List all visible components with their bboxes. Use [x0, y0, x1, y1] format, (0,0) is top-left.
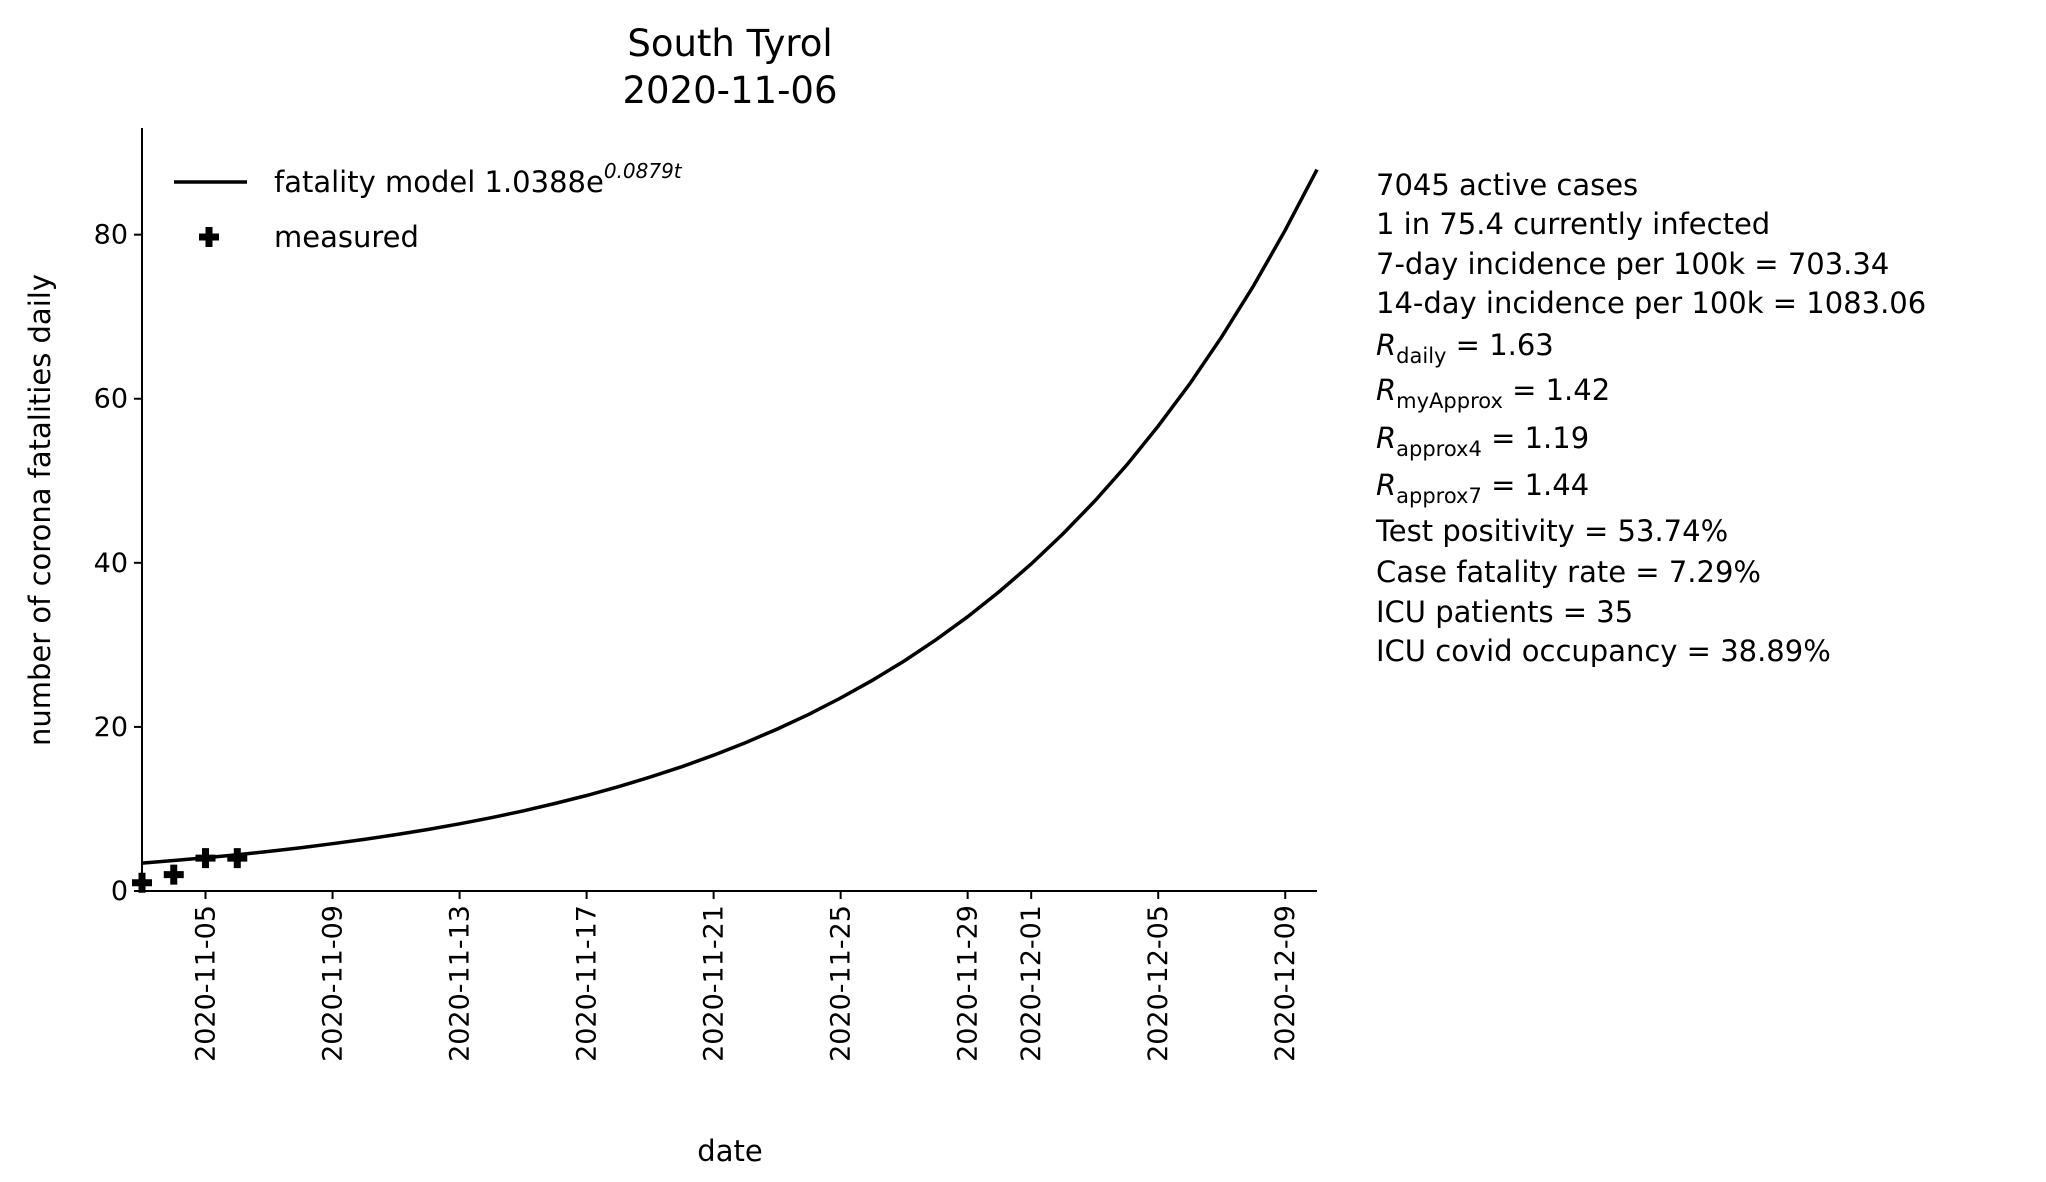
x-tick-label: 2020-11-21 — [699, 905, 730, 1062]
legend-text: fatality model 1.0388e — [274, 165, 604, 199]
legend-text: measured — [274, 220, 419, 254]
annotation: Test positivity = 53.74% — [1375, 514, 1728, 548]
y-tick-label: 60 — [94, 384, 128, 415]
annotation-subscript: approx4 — [1396, 437, 1482, 461]
x-tick-label: 2020-11-05 — [191, 905, 222, 1062]
annotation-symbol: R — [1376, 328, 1396, 362]
chart-subtitle: 2020-11-06 — [622, 69, 837, 112]
annotation-subscript: approx7 — [1396, 484, 1482, 508]
annotation: 7-day incidence per 100k = 703.34 — [1376, 247, 1889, 281]
annotation: ICU covid occupancy = 38.89% — [1376, 634, 1831, 668]
annotation-text: Case fatality rate = 7.29% — [1376, 555, 1761, 589]
annotation: ICU patients = 35 — [1376, 595, 1633, 629]
annotation-text: = 1.63 — [1446, 328, 1553, 362]
chart-title: South Tyrol — [627, 22, 832, 65]
annotation: Rdaily = 1.63 — [1376, 328, 1554, 368]
x-tick-label: 2020-11-25 — [826, 905, 857, 1062]
annotation-subscript: daily — [1396, 344, 1446, 368]
annotation: Rapprox4 = 1.19 — [1376, 421, 1589, 461]
x-tick-label: 2020-11-17 — [572, 905, 603, 1062]
annotation-symbol: R — [1376, 421, 1396, 455]
annotation: 1 in 75.4 currently infected — [1376, 207, 1770, 241]
annotation-text: = 1.19 — [1482, 421, 1589, 455]
annotation: Rapprox7 = 1.44 — [1376, 468, 1589, 508]
marker — [132, 872, 152, 893]
y-tick-label: 0 — [111, 876, 128, 907]
x-tick-label: 2020-12-05 — [1143, 905, 1174, 1062]
y-tick-label: 40 — [94, 548, 128, 579]
legend-label: measured — [274, 220, 419, 254]
x-tick-label: 2020-11-13 — [445, 905, 476, 1062]
x-axis-label: date — [697, 1134, 762, 1168]
annotation: Case fatality rate = 7.29% — [1376, 555, 1761, 589]
annotation-text: 7045 active cases — [1376, 168, 1638, 202]
legend-label: fatality model 1.0388e0.0879t — [274, 159, 683, 199]
annotation-text: 14-day incidence per 100k = 1083.06 — [1376, 286, 1926, 320]
y-tick-label: 20 — [94, 712, 128, 743]
annotation-text: Test positivity = 53.74% — [1375, 514, 1728, 548]
x-tick-label: 2020-12-09 — [1270, 905, 1301, 1062]
annotation: 14-day incidence per 100k = 1083.06 — [1376, 286, 1926, 320]
annotation-text: = 1.44 — [1482, 468, 1589, 502]
model-line — [141, 168, 1319, 865]
annotation-text: = 1.42 — [1503, 373, 1610, 407]
x-tick-label: 2020-12-01 — [1016, 905, 1047, 1062]
annotation-subscript: myApprox — [1396, 389, 1503, 413]
annotation-text: 7-day incidence per 100k = 703.34 — [1376, 247, 1889, 281]
legend-marker — [199, 227, 219, 247]
annotation-text: ICU patients = 35 — [1376, 595, 1633, 629]
annotation-symbol: R — [1376, 468, 1396, 502]
annotation-symbol: R — [1376, 373, 1396, 407]
x-tick-label: 2020-11-09 — [318, 905, 349, 1062]
y-axis-label: number of corona fatalities daily — [23, 274, 57, 746]
marker — [163, 864, 184, 885]
marker — [195, 848, 216, 869]
annotation-text: 1 in 75.4 currently infected — [1376, 207, 1770, 241]
legend-superscript: 0.0879t — [604, 159, 683, 183]
y-tick-label: 80 — [94, 220, 128, 251]
annotation: 7045 active cases — [1376, 168, 1638, 202]
annotation-text: ICU covid occupancy = 38.89% — [1376, 634, 1831, 668]
marker — [227, 848, 248, 869]
annotation: RmyApprox = 1.42 — [1376, 373, 1610, 413]
x-tick-label: 2020-11-29 — [953, 905, 984, 1062]
